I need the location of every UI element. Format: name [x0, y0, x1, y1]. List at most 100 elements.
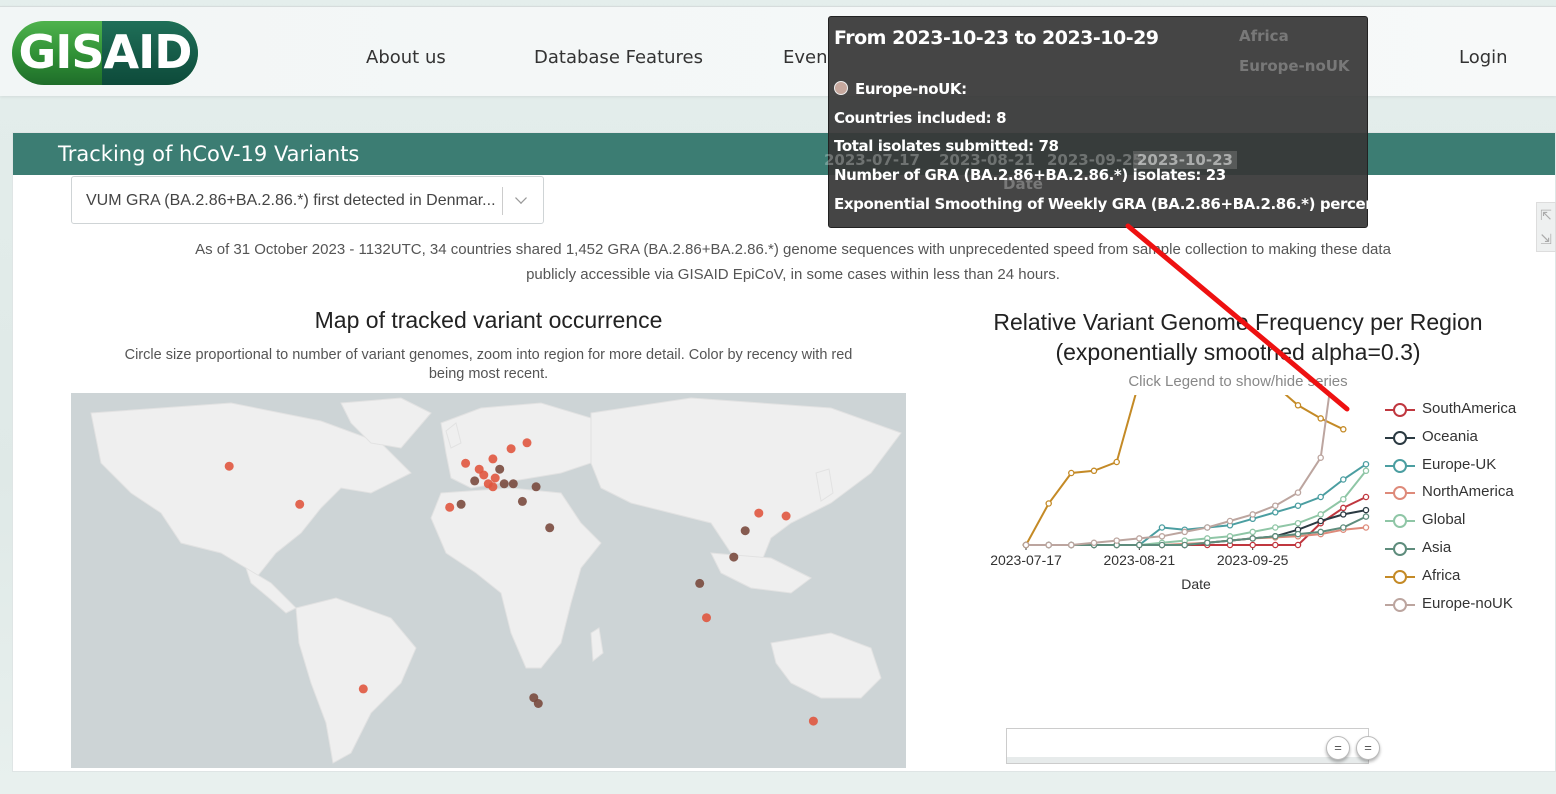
- map-point-7[interactable]: [470, 476, 480, 486]
- frequency-line-chart[interactable]: 0246810122023-07-172023-08-212023-09-25D…: [943, 395, 1373, 725]
- map-point-8[interactable]: [479, 470, 489, 480]
- point-Europe-UK-12[interactable]: [1294, 502, 1302, 509]
- point-Africa-3[interactable]: [1090, 467, 1098, 475]
- point-Europe-UK-13[interactable]: [1317, 493, 1324, 501]
- map-point-20[interactable]: [545, 523, 555, 533]
- point-Asia-11[interactable]: [1272, 533, 1279, 540]
- point-Asia-15[interactable]: [1362, 513, 1370, 520]
- map-point-11[interactable]: [490, 473, 500, 483]
- point-Global-11[interactable]: [1272, 524, 1279, 531]
- point-Asia-13[interactable]: [1317, 528, 1324, 536]
- point-Africa-1[interactable]: [1045, 500, 1052, 507]
- legend-item-Europe-UK[interactable]: Europe-UK: [1383, 455, 1543, 475]
- point-Global-15[interactable]: [1362, 467, 1370, 475]
- point-Europe-noUK-11[interactable]: [1272, 502, 1279, 509]
- map-point-16[interactable]: [499, 479, 509, 489]
- point-Asia-12[interactable]: [1294, 530, 1302, 538]
- map-points-layer[interactable]: [224, 438, 818, 726]
- fullscreen-toggle-icon[interactable]: ⇱ ⇲: [1536, 202, 1556, 252]
- point-Europe-UK-11[interactable]: [1272, 509, 1279, 516]
- chevron-down-icon[interactable]: [515, 192, 527, 204]
- point-SouthAmerica-10[interactable]: [1249, 541, 1256, 549]
- map-point-24[interactable]: [702, 613, 711, 623]
- map-point-25[interactable]: [729, 552, 739, 562]
- point-Europe-noUK-10[interactable]: [1249, 511, 1256, 518]
- map-point-12[interactable]: [495, 464, 505, 474]
- legend-item-Africa[interactable]: Africa: [1383, 566, 1543, 586]
- map-point-1[interactable]: [295, 499, 305, 509]
- point-Oceania-14[interactable]: [1340, 511, 1347, 518]
- map-point-5[interactable]: [461, 458, 471, 468]
- map-point-13[interactable]: [488, 454, 498, 464]
- point-SouthAmerica-12[interactable]: [1294, 541, 1302, 549]
- map-point-3[interactable]: [445, 502, 455, 512]
- point-Europe-noUK-7[interactable]: [1181, 528, 1188, 536]
- variant-select[interactable]: VUM GRA (BA.2.86+BA.2.86.*) first detect…: [71, 176, 544, 224]
- point-Asia-5[interactable]: [1136, 541, 1143, 549]
- point-SouthAmerica-15[interactable]: [1362, 493, 1370, 501]
- map-point-22[interactable]: [533, 699, 543, 708]
- point-Oceania-15[interactable]: [1362, 506, 1370, 514]
- map-point-26[interactable]: [740, 526, 750, 536]
- point-Asia-8[interactable]: [1204, 539, 1211, 547]
- legend-item-Europe-noUK[interactable]: Europe-noUK: [1383, 594, 1543, 614]
- point-Europe-noUK-6[interactable]: [1158, 533, 1166, 540]
- series-line-Asia[interactable]: [1026, 515, 1367, 546]
- map-point-0[interactable]: [224, 461, 234, 471]
- point-Europe-noUK-13[interactable]: [1317, 454, 1324, 461]
- point-Europe-noUK-8[interactable]: [1204, 524, 1211, 531]
- point-Asia-6[interactable]: [1158, 541, 1166, 549]
- map-point-28[interactable]: [781, 511, 791, 521]
- map-point-17[interactable]: [508, 479, 518, 489]
- legend-item-SouthAmerica[interactable]: SouthAmerica: [1383, 399, 1543, 419]
- legend-item-Asia[interactable]: Asia: [1383, 538, 1543, 558]
- map-point-4[interactable]: [456, 499, 466, 509]
- gisaid-logo[interactable]: GISAID: [12, 21, 198, 85]
- point-Asia-10[interactable]: [1249, 535, 1256, 542]
- point-NorthAmerica-15[interactable]: [1362, 524, 1370, 531]
- point-Global-14[interactable]: [1340, 495, 1347, 503]
- point-Europe-noUK-9[interactable]: [1226, 517, 1234, 525]
- point-SouthAmerica-14[interactable]: [1340, 504, 1347, 512]
- point-Europe-noUK-2[interactable]: [1068, 541, 1075, 549]
- point-Europe-UK-15[interactable]: [1362, 460, 1370, 468]
- point-Africa-4[interactable]: [1113, 458, 1120, 466]
- point-Africa-13[interactable]: [1317, 415, 1324, 422]
- point-Europe-noUK-4[interactable]: [1113, 537, 1120, 544]
- point-Asia-7[interactable]: [1181, 541, 1188, 549]
- point-Europe-noUK-5[interactable]: [1136, 535, 1143, 542]
- map-point-29[interactable]: [808, 716, 818, 726]
- range-handle-left[interactable]: =: [1326, 736, 1350, 760]
- nav-events[interactable]: Even: [783, 47, 828, 68]
- map-point-15[interactable]: [522, 438, 532, 448]
- point-SouthAmerica-11[interactable]: [1272, 541, 1279, 549]
- nav-database-features[interactable]: Database Features: [534, 47, 704, 68]
- point-Europe-noUK-12[interactable]: [1294, 489, 1302, 496]
- world-map-svg[interactable]: [71, 393, 906, 768]
- map-point-14[interactable]: [506, 444, 516, 454]
- point-Europe-noUK-1[interactable]: [1045, 541, 1052, 549]
- point-Africa-12[interactable]: [1294, 402, 1302, 409]
- map-point-23[interactable]: [695, 578, 705, 588]
- legend-item-Global[interactable]: Global: [1383, 510, 1543, 530]
- point-Asia-9[interactable]: [1226, 537, 1234, 544]
- nav-login[interactable]: Login: [1459, 47, 1508, 68]
- legend-item-Oceania[interactable]: Oceania: [1383, 427, 1543, 447]
- nav-about-us[interactable]: About us: [366, 47, 446, 68]
- series-line-SouthAmerica[interactable]: [1026, 496, 1367, 546]
- map-point-19[interactable]: [531, 482, 541, 492]
- world-map[interactable]: [71, 393, 906, 768]
- map-point-18[interactable]: [517, 496, 527, 506]
- map-point-27[interactable]: [754, 508, 764, 518]
- legend-item-NorthAmerica[interactable]: NorthAmerica: [1383, 482, 1543, 502]
- point-Global-10[interactable]: [1249, 528, 1256, 536]
- point-Europe-UK-6[interactable]: [1158, 524, 1166, 531]
- map-point-2[interactable]: [358, 684, 368, 694]
- point-Europe-UK-14[interactable]: [1340, 476, 1347, 483]
- point-Africa-2[interactable]: [1068, 469, 1075, 477]
- point-Africa-14[interactable]: [1340, 426, 1347, 433]
- range-handle-right[interactable]: =: [1356, 736, 1380, 760]
- point-Global-13[interactable]: [1317, 511, 1324, 518]
- point-Europe-noUK-3[interactable]: [1090, 539, 1098, 547]
- point-Asia-14[interactable]: [1340, 524, 1347, 531]
